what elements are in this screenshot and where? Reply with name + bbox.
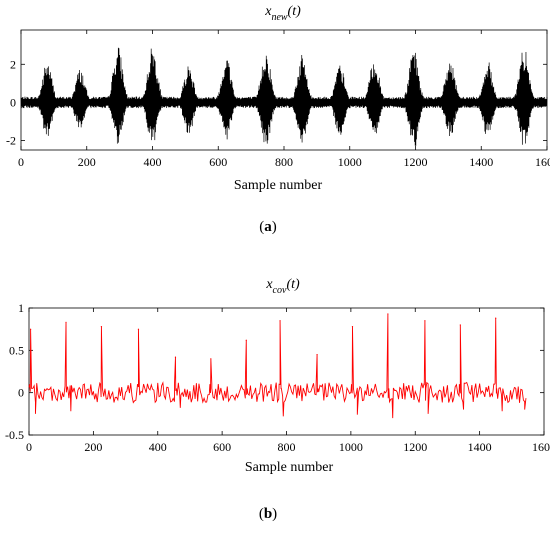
panel-a-xtick-label: 1000 (338, 155, 362, 169)
panel-a-caption: (a) (259, 219, 277, 235)
panel-b-xtick-label: 1600 (532, 440, 550, 454)
panel-b-peak-point (316, 353, 318, 356)
panel-b-xtick-label: 600 (213, 440, 231, 454)
panel-a-xtick-label: 1200 (404, 155, 428, 169)
panel-b-peak-point (387, 313, 389, 315)
panel-b-ytick-label: 0 (18, 386, 24, 400)
panel-b-peak-point (174, 356, 177, 358)
panel-b: xcov(t) 0 200 400 600 800 1000 1200 1400 1600 -0.… (5, 277, 550, 475)
panel-a-ytick-label: 2 (10, 57, 16, 71)
panel-a-title: xnew(t) (264, 4, 301, 23)
panel-b-xtick-label: 400 (149, 440, 167, 454)
panel-b-xtick-label: 200 (84, 440, 102, 454)
panel-a-xtick-label: 600 (209, 155, 227, 169)
panel-b-peak-point (351, 326, 354, 328)
panel-b-signal-line (28, 313, 527, 419)
panel-a-xlabel: Sample number (234, 178, 323, 193)
panel-a-xtick-label: 1600 (535, 155, 550, 169)
panel-b-ytick-label: -0.5 (5, 428, 24, 442)
panel-b-plot-frame (28, 307, 545, 436)
panel-a-xtick-label: 0 (18, 155, 24, 169)
panel-b-peak-point (495, 317, 497, 319)
panel-b-peak-point (100, 326, 103, 328)
panel-b-ytick-label: 1 (18, 301, 24, 315)
panel-b-peak-point (245, 339, 247, 341)
panel-b-ytick-label: 0.5 (9, 343, 24, 357)
panel-b-peak-point (424, 320, 426, 322)
panel-a-plot-frame (20, 29, 548, 151)
panel-b-peak-point (279, 320, 281, 322)
panel-b-xtick-label: 1000 (339, 440, 363, 454)
panel-a-xtick-label: 1400 (469, 155, 493, 169)
panel-a: xnew(t) 02004006008001000120014001600-20… (6, 4, 550, 193)
panel-b-peak-point (30, 328, 32, 330)
panel-b-xtick-label: 800 (278, 440, 296, 454)
panel-b-peak-point (65, 321, 67, 323)
panel-b-peak-point (137, 328, 140, 330)
panel-a-ytick-label: 0 (10, 95, 16, 109)
panel-b-xtick-label: 1400 (468, 440, 492, 454)
panel-a-ytick-label: -2 (6, 133, 16, 147)
panel-b-series (28, 313, 527, 419)
panel-b-peak-point (459, 324, 461, 326)
panel-a-axes: 02004006008001000120014001600-202 (6, 30, 550, 169)
panel-b-xtick-label: 1200 (403, 440, 427, 454)
panel-a-xtick-label: 800 (275, 155, 293, 169)
panel-b-xlabel: Sample number (245, 460, 334, 475)
panel-a-xtick-label: 400 (144, 155, 162, 169)
panel-a-xtick-label: 200 (78, 155, 96, 169)
panel-b-caption: (b) (259, 506, 277, 522)
panel-b-peak-point (210, 358, 212, 360)
panel-a-signal-line (20, 47, 548, 146)
panel-b-title: xcov(t) (265, 277, 300, 296)
panel-a-series (20, 47, 548, 146)
panel-b-axes: 02004006008001000120014001600-0.500.51 (5, 301, 550, 454)
panel-b-xtick-label: 0 (26, 440, 32, 454)
